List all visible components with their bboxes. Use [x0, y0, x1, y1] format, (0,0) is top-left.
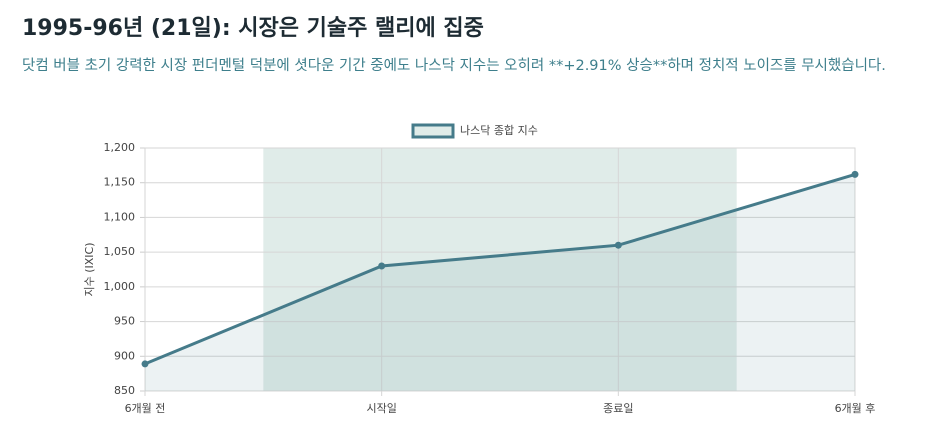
y-tick-label: 850 — [114, 384, 135, 397]
y-tick-label: 1,100 — [104, 210, 136, 223]
y-tick-label: 1,150 — [104, 176, 136, 189]
legend-label: 나스닥 종합 지수 — [460, 124, 538, 137]
point — [614, 241, 622, 249]
line — [144, 172, 856, 366]
point — [378, 262, 386, 270]
chart-title: 1995-96년 (21일): 시장은 기술주 랠리에 집중 — [22, 16, 484, 41]
plot-border — [144, 147, 856, 392]
x-tick-label: 6개월 후 — [835, 402, 876, 415]
x-tick-label: 6개월 전 — [125, 402, 166, 415]
chart-subtitle: 닷컴 버블 초기 강력한 시장 펀더멘털 덕분에 셧다운 기간 중에도 나스닥 … — [22, 58, 886, 74]
x-tick-label: 종료일 — [603, 401, 633, 415]
period-highlight — [263, 148, 737, 391]
legend-swatch — [411, 123, 455, 139]
x-tick-label: 시작일 — [366, 401, 396, 415]
y-tick-label: 1,000 — [104, 280, 136, 293]
point — [141, 360, 149, 368]
point — [851, 170, 859, 178]
y-tick-label: 950 — [114, 315, 135, 328]
y-tick-label: 1,050 — [104, 245, 136, 258]
y-tick-label: 900 — [114, 349, 135, 362]
y-tick-label: 1,200 — [104, 141, 136, 154]
y-axis-title: 지수 (IXIC) — [83, 242, 96, 296]
